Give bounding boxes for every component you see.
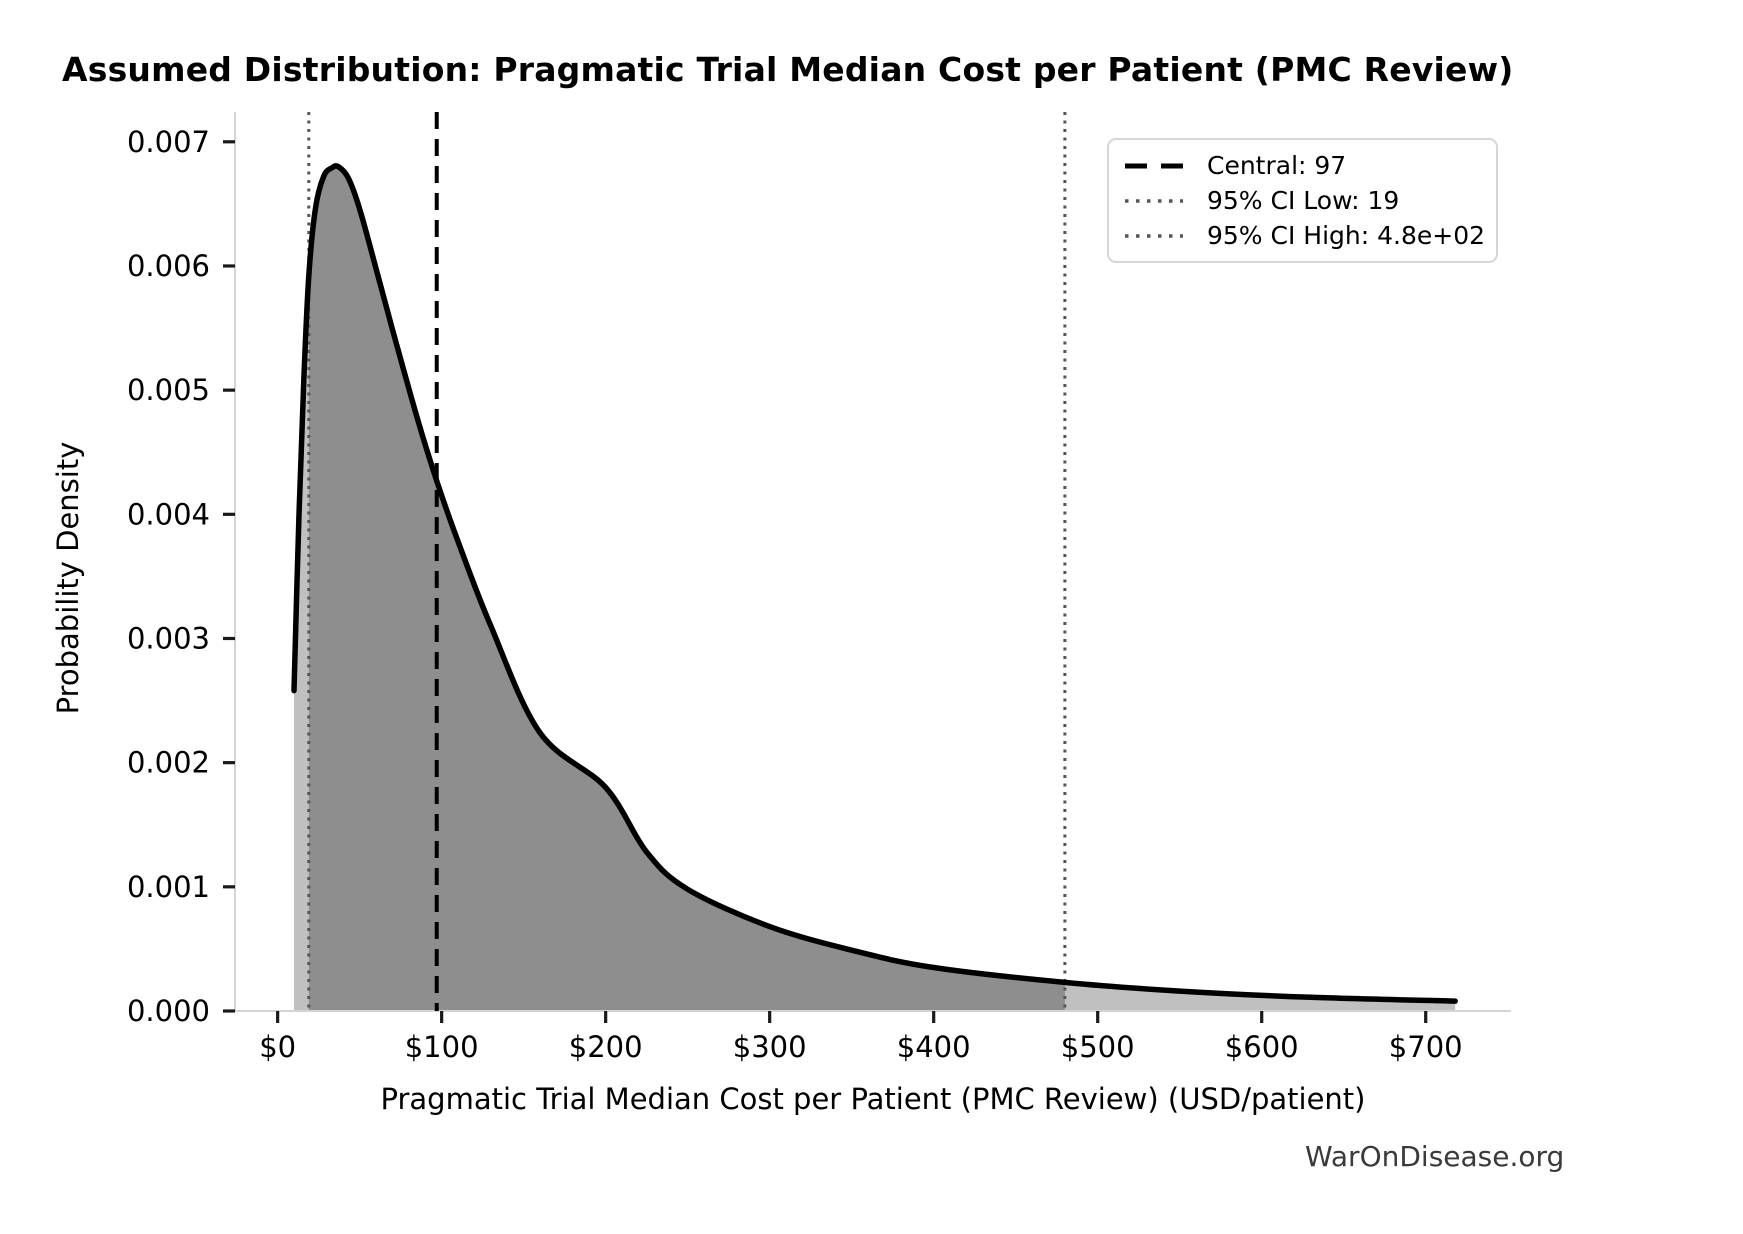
density-curve bbox=[291, 163, 1458, 1004]
x-tick-label: $500 bbox=[1061, 1030, 1135, 1064]
x-tick-label: $400 bbox=[897, 1030, 971, 1064]
y-tick-label: 0.003 bbox=[127, 621, 210, 655]
chart-title: Assumed Distribution: Pragmatic Trial Me… bbox=[62, 50, 1514, 89]
x-tick-label: $200 bbox=[569, 1030, 643, 1064]
y-tick-label: 0.006 bbox=[127, 249, 210, 283]
dotted-line-icon bbox=[1125, 233, 1183, 238]
x-tick-label: $600 bbox=[1225, 1030, 1299, 1064]
x-axis-label: Pragmatic Trial Median Cost per Patient … bbox=[380, 1082, 1366, 1116]
x-tick-label: $100 bbox=[405, 1030, 479, 1064]
y-tick-label: 0.000 bbox=[127, 994, 210, 1028]
y-tick-label: 0.002 bbox=[127, 746, 210, 780]
x-tick-label: $300 bbox=[733, 1030, 807, 1064]
legend-item-ci-low: 95% CI Low: 19 bbox=[1125, 186, 1486, 215]
x-tick-label: $700 bbox=[1389, 1030, 1463, 1064]
legend-label: 95% CI High: 4.8e+02 bbox=[1207, 221, 1486, 250]
y-tick-label: 0.007 bbox=[127, 125, 210, 159]
legend-label: 95% CI Low: 19 bbox=[1207, 186, 1400, 215]
dotted-line-icon bbox=[1125, 198, 1183, 203]
watermark: WarOnDisease.org bbox=[1305, 1140, 1565, 1173]
dashed-line-icon bbox=[1125, 163, 1183, 168]
ci-region-fill bbox=[308, 165, 1065, 1011]
y-axis-label: Probability Density bbox=[51, 441, 85, 715]
x-tick-label: $0 bbox=[259, 1030, 296, 1064]
legend: Central: 97 95% CI Low: 19 95% CI High: … bbox=[1107, 138, 1498, 263]
legend-item-ci-high: 95% CI High: 4.8e+02 bbox=[1125, 221, 1486, 250]
legend-item-central: Central: 97 bbox=[1125, 151, 1486, 180]
y-tick-label: 0.001 bbox=[127, 870, 210, 904]
legend-label: Central: 97 bbox=[1207, 151, 1347, 180]
y-tick-label: 0.005 bbox=[127, 373, 210, 407]
y-tick-label: 0.004 bbox=[127, 497, 210, 531]
